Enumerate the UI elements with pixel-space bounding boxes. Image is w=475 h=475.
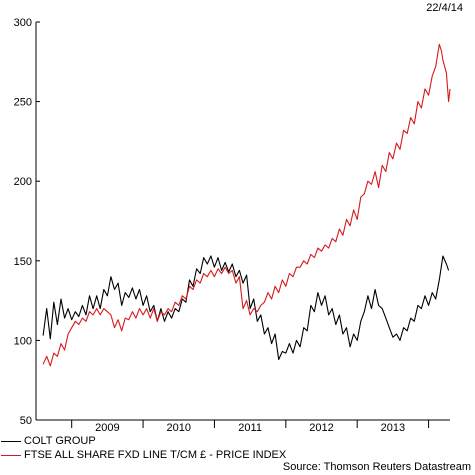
legend-item-colt-group: COLT GROUP: [0, 434, 286, 448]
y-tick-label-100: 100: [14, 335, 32, 347]
y-axis-ticks: 50 100 150 200 250 300: [14, 17, 40, 427]
legend-swatch-ftse: [1, 454, 21, 456]
y-tick-label-250: 250: [14, 97, 32, 109]
legend-swatch-colt-group: [1, 440, 21, 442]
y-tick-label-50: 50: [20, 415, 32, 427]
legend: COLT GROUP FTSE ALL SHARE FXD LINE T/CM …: [0, 434, 286, 462]
y-tick-label-300: 300: [14, 17, 32, 29]
chart-axes: [35, 22, 450, 421]
x-axis-ticks: 2009 2010 2011 2012 2013: [71, 420, 430, 434]
legend-label-ftse: FTSE ALL SHARE FXD LINE T/CM £ - PRICE I…: [24, 449, 287, 461]
series-line-ftse: [42, 43, 451, 367]
source-note: Source: Thomson Reuters Datastream: [282, 461, 471, 473]
legend-item-ftse: FTSE ALL SHARE FXD LINE T/CM £ - PRICE I…: [0, 448, 286, 462]
y-tick-label-200: 200: [14, 176, 32, 188]
x-tick-label-2012: 2012: [309, 422, 333, 434]
chart-series: [42, 43, 451, 367]
x-tick-label-2010: 2010: [167, 422, 191, 434]
legend-label-colt-group: COLT GROUP: [24, 435, 96, 447]
x-tick-label-2013: 2013: [381, 422, 405, 434]
x-tick-label-2011: 2011: [238, 422, 262, 434]
y-tick-label-150: 150: [14, 256, 32, 268]
chart-date: 22/4/14: [426, 2, 463, 14]
series-line-colt-group: [42, 255, 450, 361]
x-tick-label-2009: 2009: [95, 422, 119, 434]
